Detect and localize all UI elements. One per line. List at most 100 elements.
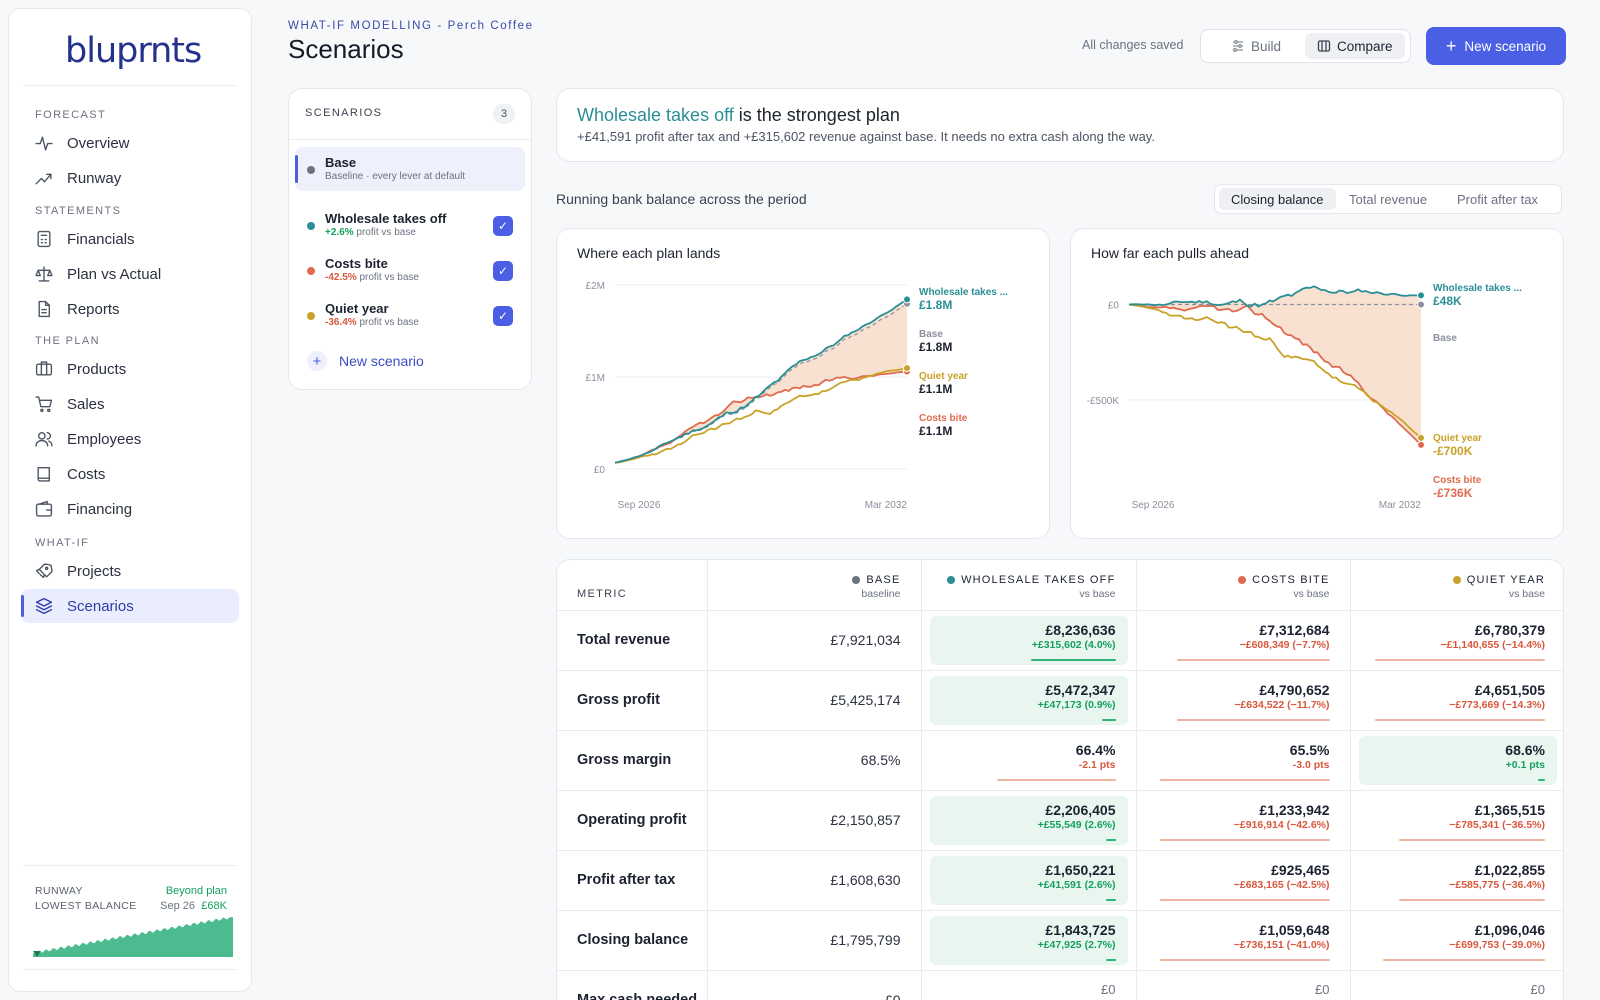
sidebar-item-runway[interactable]: Runway: [21, 161, 239, 195]
series-value: £1.8M: [919, 298, 952, 312]
scenario-cell: £6,780,379 −£1,140,655 (−14.4%): [1350, 610, 1563, 671]
x-tick-label: Sep 2026: [1132, 500, 1175, 511]
series-label: Wholesale takes ...: [1433, 283, 1522, 294]
cell-value: £4,790,652: [1259, 681, 1330, 698]
series-value: £48K: [1433, 294, 1462, 308]
scenario-quiet-year[interactable]: Quiet year -36.4% profit vs base ✓: [295, 293, 525, 337]
x-tick-label: Mar 2032: [1379, 500, 1422, 511]
series-color-dot: [947, 575, 956, 584]
cell-value: £7,312,684: [1259, 621, 1330, 638]
winning-cell: £1,843,725 +£47,925 (2.7%): [929, 915, 1128, 965]
sidebar-item-financials[interactable]: Financials: [21, 222, 239, 256]
compare-button[interactable]: Compare: [1305, 33, 1405, 59]
scenario-wholesale-takes-off[interactable]: Wholesale takes off +2.6% profit vs base ✓: [295, 203, 525, 247]
delta-bar: [1105, 898, 1116, 901]
cell-value: 66.4%: [1075, 741, 1116, 758]
delta-bar: [1159, 898, 1330, 901]
sidebar-item-label: Plan vs Actual: [67, 265, 162, 283]
value-cell: £0£0: [1359, 976, 1558, 1000]
series-end-point: [1417, 440, 1425, 449]
sidebar-item-financing[interactable]: Financing: [21, 492, 239, 526]
scenario-name: Base: [325, 155, 357, 170]
table-row: Max cash needed£0£0£0£0£0£0£0: [557, 970, 1563, 1000]
scenario-cell: £0£0: [921, 970, 1137, 1000]
scenario-checkbox[interactable]: ✓: [493, 261, 513, 281]
value-cell: £4,651,505 −£773,669 (−14.3%): [1359, 676, 1558, 725]
cell-delta: +£47,925 (2.7%): [1037, 938, 1116, 951]
sidebar-item-scenarios[interactable]: Scenarios: [21, 589, 239, 623]
metric-name: Gross profit: [557, 670, 708, 731]
sidebar-item-plan-vs-actual[interactable]: Plan vs Actual: [21, 257, 239, 291]
book-icon: [21, 465, 67, 483]
delta-bar: [1030, 658, 1116, 661]
scenario-costs-bite[interactable]: Costs bite -42.5% profit vs base ✓: [295, 248, 525, 292]
cell-value: £0: [1315, 981, 1330, 997]
cell-delta: −£634,522 (−11.7%): [1234, 698, 1330, 711]
table-row: Gross profit £5,425,174 £5,472,347 +£47,173…: [557, 670, 1563, 731]
table-row: Total revenue £7,921,034 £8,236,636 +£315,6…: [557, 610, 1563, 671]
delta-bar: [1105, 838, 1116, 841]
chart-where-each-plan-lands: Where each plan lands £2M £1M £0 Sep 2026 Ma…: [556, 228, 1050, 539]
series-end-point: [1417, 300, 1425, 309]
cell-value: £4,651,505: [1474, 681, 1545, 698]
series-label: Quiet year: [919, 371, 968, 382]
scenario-cell: 65.5% -3.0 pts: [1136, 730, 1351, 791]
tab-profit-after-tax[interactable]: Profit after tax: [1457, 191, 1538, 207]
sidebar-item-costs[interactable]: Costs: [21, 457, 239, 491]
scenario-cell: £0£0: [1350, 970, 1563, 1000]
base-value: £0: [707, 970, 922, 1000]
scenario-checkbox[interactable]: ✓: [493, 306, 513, 326]
sidebar-item-sales[interactable]: Sales: [21, 387, 239, 421]
scenario-delta-label: profit vs base: [356, 317, 419, 328]
sidebar-item-label: Projects: [67, 562, 122, 580]
sidebar-item-overview[interactable]: Overview: [21, 126, 239, 160]
scenario-checkbox[interactable]: ✓: [493, 216, 513, 236]
lowest-marker-icon: [33, 951, 41, 957]
chart-svg: £0 -£500K Sep 2026 Mar 2032 Wholesale takes …: [1087, 283, 1522, 511]
calculator-icon: [21, 230, 67, 248]
divider: [23, 85, 237, 86]
plus-icon: +: [1445, 36, 1457, 56]
sidebar-item-label: Costs: [67, 465, 106, 483]
scenario-base[interactable]: Base Baseline · every lever at default: [295, 147, 525, 191]
logo[interactable]: bluprnts: [65, 31, 202, 71]
users-icon: [21, 430, 67, 448]
delta-bar: [1375, 718, 1545, 721]
delta-bar: [1105, 958, 1116, 961]
cell-delta: +£47,173 (0.9%): [1037, 698, 1116, 711]
scenario-delta: -42.5%: [325, 272, 357, 283]
sidebar-item-label: Employees: [67, 430, 142, 448]
scenario-count: 3: [493, 104, 515, 124]
sidebar-item-employees[interactable]: Employees: [21, 422, 239, 456]
chart-svg: £2M £1M £0 Sep 2026 Mar 2032 Wholesale takes …: [586, 281, 1009, 511]
cell-value: £1,233,942: [1259, 801, 1330, 818]
tab-total-revenue[interactable]: Total revenue: [1349, 191, 1428, 207]
scale-icon: [21, 265, 67, 283]
series-label: Wholesale takes ...: [919, 287, 1008, 298]
spread-area: [1129, 286, 1421, 445]
cell-value: £8,236,636: [1045, 621, 1116, 638]
chart-caption: Running bank balance across the period: [556, 191, 807, 207]
series-line-wholesale-takes-off: [1128, 285, 1422, 308]
column-title: QUIET YEAR: [1466, 573, 1545, 586]
cell-value: 65.5%: [1289, 741, 1330, 758]
build-button[interactable]: Build: [1219, 33, 1293, 59]
tab-closing-balance[interactable]: Closing balance: [1219, 188, 1336, 210]
series-label: Base: [919, 329, 943, 340]
base-value: £5,425,174: [707, 670, 922, 731]
scenario-color-dot: [307, 222, 315, 230]
nav-section-label: FORECAST: [35, 109, 107, 121]
sidebar-item-products[interactable]: Products: [21, 352, 239, 386]
scenario-cell: £1,022,855 −£585,775 (−36.4%): [1350, 850, 1563, 911]
value-cell: 65.5% -3.0 pts: [1145, 736, 1342, 785]
column-header-costs-bite: COSTS BITE vs base: [1136, 560, 1351, 611]
sidebar-item-projects[interactable]: Projects: [21, 554, 239, 588]
value-cell: £6,780,379 −£1,140,655 (−14.4%): [1359, 616, 1558, 665]
add-scenario-button[interactable]: + New scenario: [307, 351, 424, 371]
sidebar-item-reports[interactable]: Reports: [21, 292, 239, 326]
runway-value: Beyond plan: [165, 885, 227, 897]
cell-value: £925,465: [1271, 861, 1330, 878]
new-scenario-button[interactable]: + New scenario: [1426, 27, 1566, 65]
insight-title: Wholesale takes off is the strongest pla…: [577, 105, 900, 126]
page-eyebrow: WHAT-IF MODELLING - Perch Coffee: [288, 20, 534, 32]
